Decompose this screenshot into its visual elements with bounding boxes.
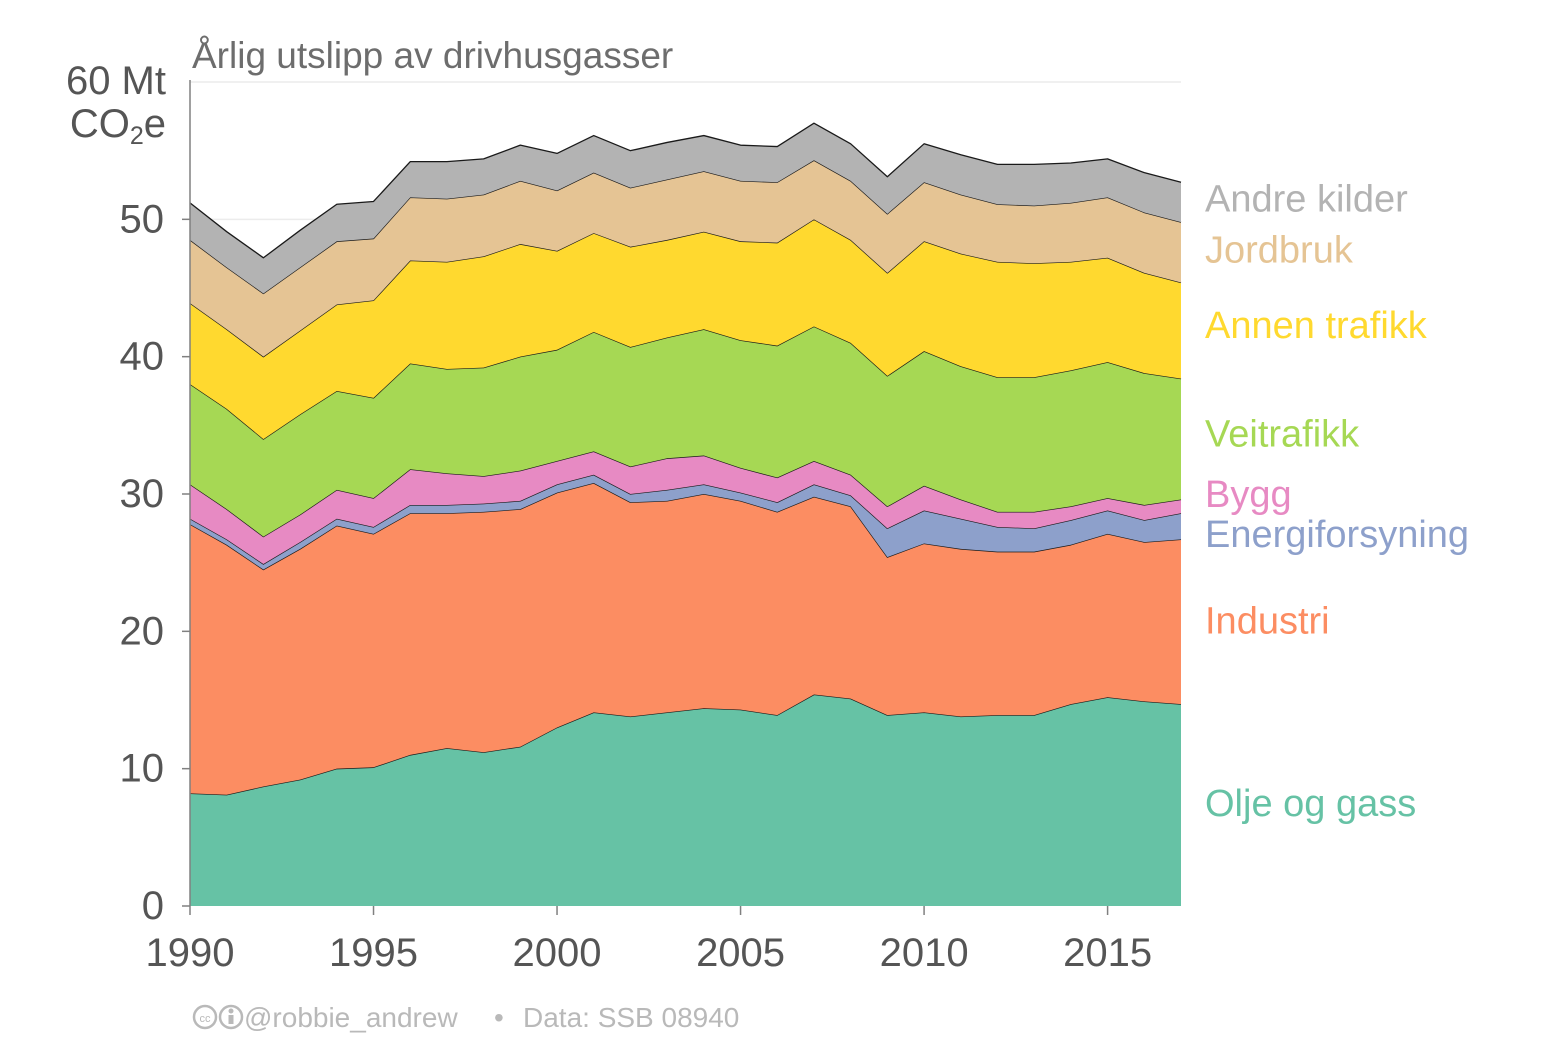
x-tick-label-1995: 1995 bbox=[329, 931, 418, 975]
unit-co: CO bbox=[70, 102, 130, 146]
series-label-veitrafikk: Veitrafikk bbox=[1205, 414, 1360, 456]
y-axis-unit-line1: 60 Mt bbox=[66, 59, 166, 103]
x-tick-label-2005: 2005 bbox=[696, 931, 785, 975]
series-labels: Andre kilder Jordbruk Annen trafikk Veitraf… bbox=[1205, 179, 1469, 825]
credit-line: cc @robbie_andrew • Data: SSB 08940 bbox=[192, 1002, 739, 1033]
x-tick-label-2015: 2015 bbox=[1063, 931, 1152, 975]
area-energiforsyning bbox=[190, 474, 1181, 570]
y-axis-unit-line2: CO2e bbox=[70, 102, 166, 150]
unit-subscript: 2 bbox=[130, 122, 144, 150]
unit-e: e bbox=[144, 102, 166, 146]
x-tick-label-1990: 1990 bbox=[146, 931, 235, 975]
y-tick-label-30: 30 bbox=[120, 472, 165, 516]
area-andre-kilder bbox=[190, 123, 1181, 294]
credit-separator: • bbox=[494, 1002, 504, 1033]
credit-handle: @robbie_andrew bbox=[244, 1002, 458, 1033]
series-label-energiforsyning: Energiforsyning bbox=[1205, 514, 1469, 556]
area-olje-og-gass bbox=[190, 694, 1181, 906]
series-label-olje-og-gass: Olje og gass bbox=[1205, 783, 1416, 825]
cc-icon: cc bbox=[192, 1004, 218, 1030]
boundary-andre-kilder bbox=[189, 122, 1182, 259]
x-tick-label-2010: 2010 bbox=[880, 931, 969, 975]
credit-source: Data: SSB 08940 bbox=[523, 1002, 739, 1033]
area-series bbox=[189, 122, 1182, 906]
y-tick-label-0: 0 bbox=[142, 884, 164, 928]
x-tick-label-2000: 2000 bbox=[513, 931, 602, 975]
y-tick-label-20: 20 bbox=[120, 609, 165, 653]
by-attribution-icon bbox=[218, 1004, 244, 1030]
series-label-annen-trafikk: Annen trafikk bbox=[1205, 305, 1428, 347]
y-tick-label-10: 10 bbox=[120, 747, 165, 791]
series-label-industri: Industri bbox=[1205, 600, 1330, 642]
series-label-jordbruk: Jordbruk bbox=[1205, 230, 1354, 272]
area-annen-trafikk bbox=[190, 219, 1181, 440]
area-jordbruk bbox=[190, 160, 1181, 357]
area-industri bbox=[190, 483, 1181, 795]
y-tick-label-40: 40 bbox=[120, 335, 165, 379]
series-label-bygg: Bygg bbox=[1205, 474, 1292, 516]
area-bygg bbox=[190, 451, 1181, 565]
series-label-andre-kilder: Andre kilder bbox=[1205, 179, 1408, 221]
area-veitrafikk bbox=[190, 326, 1181, 537]
chart-title: Årlig utslipp av drivhusgasser bbox=[192, 35, 673, 76]
svg-text:cc: cc bbox=[200, 1013, 212, 1025]
y-tick-label-50: 50 bbox=[120, 197, 165, 241]
ticks: 0 10 20 30 40 50 1990 1995 2000 2005 2010 2015 bbox=[120, 197, 1153, 975]
